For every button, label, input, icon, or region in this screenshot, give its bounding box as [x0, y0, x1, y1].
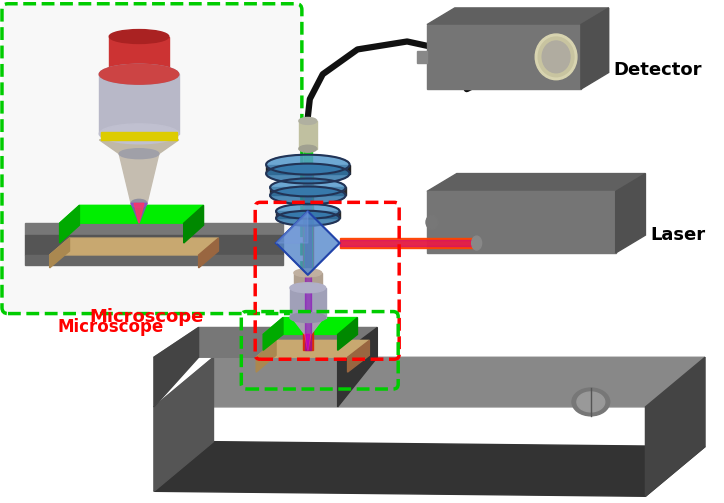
Polygon shape	[154, 357, 214, 491]
Ellipse shape	[109, 30, 169, 43]
Polygon shape	[299, 121, 317, 149]
Polygon shape	[304, 149, 312, 273]
Polygon shape	[99, 140, 179, 154]
Polygon shape	[337, 317, 358, 350]
Polygon shape	[154, 357, 705, 407]
Polygon shape	[119, 154, 159, 203]
Polygon shape	[131, 203, 147, 223]
Polygon shape	[134, 203, 144, 223]
Polygon shape	[263, 317, 283, 350]
Polygon shape	[276, 211, 340, 275]
Polygon shape	[59, 205, 80, 243]
Ellipse shape	[131, 199, 147, 207]
Polygon shape	[184, 205, 203, 243]
Polygon shape	[305, 334, 311, 350]
Polygon shape	[99, 74, 179, 134]
Polygon shape	[256, 341, 276, 372]
Polygon shape	[294, 273, 321, 288]
Ellipse shape	[538, 37, 574, 77]
Ellipse shape	[290, 312, 326, 322]
Ellipse shape	[471, 236, 481, 250]
Polygon shape	[615, 174, 646, 253]
Polygon shape	[337, 327, 377, 407]
Polygon shape	[25, 255, 283, 265]
Polygon shape	[303, 163, 313, 350]
Ellipse shape	[535, 34, 577, 79]
Polygon shape	[427, 8, 609, 25]
Polygon shape	[290, 288, 326, 317]
Polygon shape	[154, 327, 377, 357]
Ellipse shape	[276, 211, 340, 226]
Ellipse shape	[299, 145, 317, 152]
FancyBboxPatch shape	[2, 4, 302, 313]
Polygon shape	[292, 317, 324, 334]
Polygon shape	[427, 25, 581, 89]
Polygon shape	[417, 51, 427, 63]
Polygon shape	[25, 235, 283, 255]
Polygon shape	[276, 211, 308, 243]
Ellipse shape	[294, 269, 321, 277]
Polygon shape	[50, 238, 70, 268]
Polygon shape	[306, 334, 310, 350]
Ellipse shape	[99, 124, 179, 144]
Polygon shape	[427, 174, 646, 192]
Polygon shape	[50, 238, 219, 255]
Polygon shape	[348, 341, 369, 372]
Ellipse shape	[577, 392, 605, 412]
Text: Microscope: Microscope	[58, 317, 164, 336]
Polygon shape	[25, 223, 283, 235]
Ellipse shape	[270, 179, 345, 196]
Polygon shape	[101, 132, 177, 140]
Ellipse shape	[572, 388, 610, 416]
Ellipse shape	[299, 117, 317, 124]
Polygon shape	[581, 8, 609, 89]
Ellipse shape	[266, 163, 350, 184]
Ellipse shape	[266, 155, 350, 175]
Polygon shape	[109, 37, 169, 74]
Polygon shape	[59, 205, 203, 223]
Ellipse shape	[99, 64, 179, 84]
Text: Laser: Laser	[650, 225, 706, 243]
Polygon shape	[263, 317, 358, 334]
Ellipse shape	[290, 283, 326, 293]
Polygon shape	[198, 238, 219, 268]
Ellipse shape	[542, 41, 570, 73]
Polygon shape	[266, 164, 350, 174]
Polygon shape	[427, 192, 615, 253]
Ellipse shape	[426, 215, 438, 229]
Polygon shape	[646, 357, 705, 496]
Ellipse shape	[276, 204, 340, 219]
Polygon shape	[276, 211, 340, 218]
Polygon shape	[305, 163, 311, 350]
Polygon shape	[340, 238, 476, 248]
Text: Detector: Detector	[614, 61, 702, 79]
Polygon shape	[270, 188, 345, 195]
Polygon shape	[154, 327, 198, 407]
Ellipse shape	[119, 149, 159, 158]
Ellipse shape	[99, 64, 179, 84]
Polygon shape	[154, 442, 705, 496]
Ellipse shape	[270, 187, 345, 204]
Polygon shape	[340, 240, 476, 246]
Text: Microscope: Microscope	[89, 308, 203, 325]
Polygon shape	[256, 341, 369, 357]
